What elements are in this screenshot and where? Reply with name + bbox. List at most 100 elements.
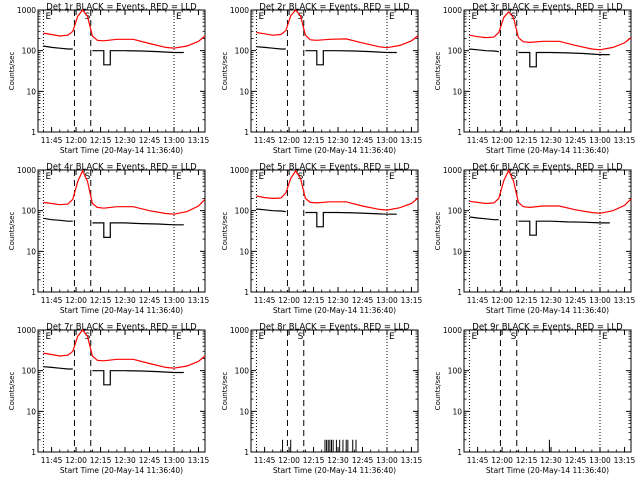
event-marker-label: E bbox=[602, 12, 608, 22]
event-marker-label: E bbox=[258, 12, 264, 22]
y-tick-label: 10 bbox=[26, 407, 36, 416]
event-marker-label: S bbox=[298, 172, 304, 182]
x-tick-label: 12:00 bbox=[65, 136, 87, 145]
y-tick-label: 1000 bbox=[230, 166, 249, 175]
x-tick-label: 13:00 bbox=[376, 456, 398, 465]
y-tick-label: 1000 bbox=[230, 326, 249, 335]
y-tick-label: 100 bbox=[448, 207, 463, 216]
y-tick-label: 1000 bbox=[17, 166, 36, 175]
x-axis-label: Start Time (20-May-14 11:36:40) bbox=[486, 306, 609, 315]
x-tick-label: 13:00 bbox=[589, 296, 611, 305]
plot-title: Det 5r BLACK = Events, RED = LLD bbox=[259, 163, 410, 173]
plot-title: Det 2r BLACK = Events, RED = LLD bbox=[259, 3, 410, 13]
x-tick-label: 11:45 bbox=[467, 136, 489, 145]
event-marker-label: E bbox=[389, 332, 395, 342]
event-marker-label: E bbox=[471, 332, 477, 342]
event-marker-label: E bbox=[471, 172, 477, 182]
x-axis-label: Start Time (20-May-14 11:36:40) bbox=[486, 466, 609, 475]
x-tick-label: 13:15 bbox=[614, 136, 636, 145]
x-tick-label: 12:00 bbox=[278, 456, 300, 465]
plot-frame bbox=[37, 169, 206, 293]
x-tick-label: 13:15 bbox=[188, 136, 210, 145]
detector-panel-2: Det 2r BLACK = Events, RED = LLD 1 10 100 10… bbox=[221, 3, 423, 156]
lld-series-line bbox=[43, 329, 206, 369]
plot-title: Det 7r BLACK = Events, RED = LLD bbox=[46, 323, 197, 333]
x-tick-label: 11:45 bbox=[467, 296, 489, 305]
x-axis-label: Start Time (20-May-14 11:36:40) bbox=[60, 146, 183, 155]
events-series-line bbox=[469, 216, 610, 236]
y-axis-label: Counts/sec bbox=[434, 52, 442, 91]
x-axis-label: Start Time (20-May-14 11:36:40) bbox=[60, 306, 183, 315]
event-marker-label: E bbox=[176, 332, 182, 342]
y-tick-label: 100 bbox=[448, 367, 463, 376]
x-tick-label: 11:45 bbox=[467, 456, 489, 465]
x-axis-label: Start Time (20-May-14 11:36:40) bbox=[273, 146, 396, 155]
x-axis-label: Start Time (20-May-14 11:36:40) bbox=[60, 466, 183, 475]
x-tick-label: 13:00 bbox=[376, 136, 398, 145]
x-tick-label: 12:45 bbox=[139, 136, 161, 145]
y-axis-label: Counts/sec bbox=[434, 212, 442, 251]
x-tick-label: 13:00 bbox=[163, 296, 185, 305]
x-tick-label: 12:45 bbox=[352, 136, 374, 145]
x-tick-label: 12:00 bbox=[65, 296, 87, 305]
event-marker-label: S bbox=[298, 332, 304, 342]
event-marker-label: S bbox=[85, 172, 91, 182]
y-tick-label: 1 bbox=[457, 288, 462, 297]
y-tick-label: 10 bbox=[452, 87, 462, 96]
y-tick-label: 1 bbox=[31, 448, 36, 457]
y-tick-label: 100 bbox=[22, 367, 37, 376]
detector-panel-1: Det 1r BLACK = Events, RED = LLD 1 10 100 10… bbox=[8, 3, 210, 156]
x-tick-label: 12:45 bbox=[565, 456, 587, 465]
x-tick-label: 12:45 bbox=[352, 296, 374, 305]
y-axis-label: Counts/sec bbox=[221, 52, 229, 91]
y-tick-label: 1 bbox=[457, 128, 462, 137]
y-tick-label: 10 bbox=[239, 87, 249, 96]
x-tick-label: 12:15 bbox=[90, 136, 112, 145]
y-axis-label: Counts/sec bbox=[434, 372, 442, 411]
detector-panel-7: Det 7r BLACK = Events, RED = LLD 1 10 100 10… bbox=[8, 323, 210, 476]
detector-panel-9: Det 9r BLACK = Events, RED = LLD 1 10 100 10… bbox=[434, 323, 636, 476]
x-tick-label: 13:15 bbox=[614, 456, 636, 465]
y-tick-label: 1 bbox=[244, 448, 249, 457]
event-marker-label: E bbox=[45, 332, 51, 342]
events-series-line bbox=[256, 208, 397, 228]
x-tick-label: 12:00 bbox=[278, 296, 300, 305]
x-tick-label: 13:15 bbox=[188, 296, 210, 305]
y-tick-label: 100 bbox=[235, 207, 250, 216]
event-marker-label: E bbox=[176, 172, 182, 182]
event-marker-label: E bbox=[176, 12, 182, 22]
x-tick-label: 11:45 bbox=[41, 296, 63, 305]
x-axis-label: Start Time (20-May-14 11:36:40) bbox=[273, 306, 396, 315]
x-tick-label: 12:00 bbox=[491, 296, 513, 305]
events-series-line bbox=[43, 366, 184, 386]
y-tick-label: 10 bbox=[452, 247, 462, 256]
x-tick-label: 12:00 bbox=[278, 136, 300, 145]
plot-frame bbox=[37, 9, 206, 133]
y-tick-label: 1000 bbox=[443, 326, 462, 335]
detector-panel-3: Det 3r BLACK = Events, RED = LLD 1 10 100 10… bbox=[434, 3, 636, 156]
x-tick-label: 12:00 bbox=[491, 136, 513, 145]
y-axis-label: Counts/sec bbox=[8, 52, 16, 91]
y-tick-label: 10 bbox=[26, 87, 36, 96]
y-axis-label: Counts/sec bbox=[8, 212, 16, 251]
y-axis-label: Counts/sec bbox=[221, 372, 229, 411]
y-tick-label: 100 bbox=[235, 47, 250, 56]
event-marker-label: E bbox=[45, 12, 51, 22]
x-tick-label: 12:45 bbox=[565, 296, 587, 305]
x-tick-label: 13:00 bbox=[589, 136, 611, 145]
y-tick-label: 100 bbox=[235, 367, 250, 376]
x-tick-label: 12:45 bbox=[139, 296, 161, 305]
x-tick-label: 11:45 bbox=[41, 136, 63, 145]
x-tick-label: 11:45 bbox=[254, 136, 276, 145]
plot-frame bbox=[463, 9, 632, 133]
y-tick-label: 10 bbox=[26, 247, 36, 256]
x-tick-label: 12:30 bbox=[114, 456, 136, 465]
plot-title: Det 8r BLACK = Events, RED = LLD bbox=[259, 323, 410, 333]
y-tick-label: 100 bbox=[22, 207, 37, 216]
event-marker-label: E bbox=[389, 12, 395, 22]
y-tick-label: 1000 bbox=[443, 166, 462, 175]
plot-frame bbox=[250, 169, 419, 293]
event-marker-label: E bbox=[258, 332, 264, 342]
events-series-line bbox=[43, 45, 184, 66]
